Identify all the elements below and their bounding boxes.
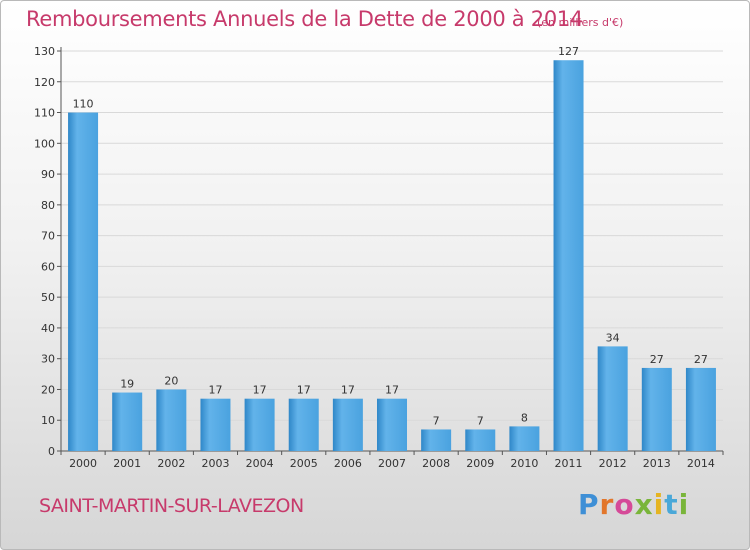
bar-value-label: 17: [341, 384, 355, 397]
bar-value-label: 127: [558, 45, 579, 58]
y-tick-label: 130: [34, 45, 55, 58]
bar: [244, 398, 275, 451]
bar: [200, 398, 231, 451]
x-tick-label: 2004: [246, 457, 274, 470]
bar: [112, 392, 143, 451]
y-tick-label: 70: [41, 230, 55, 243]
y-tick-label: 20: [41, 383, 55, 396]
x-tick-label: 2008: [422, 457, 450, 470]
y-tick-label: 0: [48, 445, 55, 458]
bar-value-label: 7: [477, 414, 484, 427]
x-tick-label: 2006: [334, 457, 362, 470]
bar-value-label: 17: [208, 384, 222, 397]
bar-value-label: 17: [253, 384, 267, 397]
x-tick-label: 2010: [510, 457, 538, 470]
y-tick-label: 60: [41, 260, 55, 273]
bar-value-label: 8: [521, 411, 528, 424]
y-tick-label: 100: [34, 137, 55, 150]
bar: [156, 389, 187, 451]
y-tick-label: 40: [41, 322, 55, 335]
bar: [332, 398, 363, 451]
labels: 110 2000 19 2001 20 2002 17 2003 17 2004 17 2005 17 2…: [69, 45, 715, 470]
y-tick-label: 10: [41, 414, 55, 427]
x-tick-label: 2012: [599, 457, 627, 470]
x-tick-label: 2007: [378, 457, 406, 470]
bar-value-label: 110: [73, 98, 94, 111]
y-tick-label: 90: [41, 168, 55, 181]
bar-value-label: 19: [120, 378, 134, 391]
x-tick-label: 2009: [466, 457, 494, 470]
bar-value-label: 27: [694, 353, 708, 366]
y-tick-label: 50: [41, 291, 55, 304]
bar: [68, 112, 99, 452]
bar: [641, 367, 672, 451]
commune-name: SAINT-MARTIN-SUR-LAVEZON: [39, 495, 304, 517]
bar: [685, 367, 716, 451]
x-tick-label: 2011: [555, 457, 583, 470]
y-tick-label: 80: [41, 199, 55, 212]
x-tick-label: 2000: [69, 457, 97, 470]
bar-value-label: 20: [164, 374, 178, 387]
bar: [377, 398, 407, 451]
bar-value-label: 7: [433, 414, 440, 427]
bar: [465, 429, 496, 451]
proxiti-logo: Proxiti: [578, 488, 690, 521]
bar: [421, 429, 452, 451]
bar: [509, 426, 540, 451]
bar: [597, 346, 628, 451]
bar-value-label: 17: [297, 384, 311, 397]
x-tick-label: 2003: [201, 457, 229, 470]
bar-value-label: 27: [650, 353, 664, 366]
x-tick-label: 2005: [290, 457, 318, 470]
bar: [288, 398, 319, 451]
bar-value-label: 34: [606, 331, 620, 344]
x-tick-label: 2001: [113, 457, 141, 470]
bars: [68, 60, 716, 452]
x-tick-label: 2002: [157, 457, 185, 470]
chart-unit: (en milliers d'€): [537, 16, 624, 29]
bar: [553, 60, 584, 451]
y-tick-label: 120: [34, 76, 55, 89]
x-tick-label: 2014: [687, 457, 715, 470]
chart-title: Remboursements Annuels de la Dette de 20…: [26, 7, 583, 31]
y-tick-label: 30: [41, 353, 55, 366]
bar-value-label: 17: [385, 384, 399, 397]
x-tick-label: 2013: [643, 457, 671, 470]
y-tick-label: 110: [34, 107, 55, 120]
